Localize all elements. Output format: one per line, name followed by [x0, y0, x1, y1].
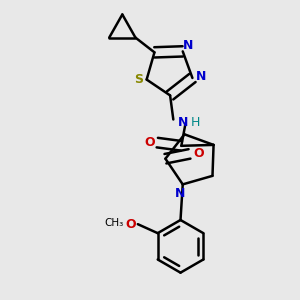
Text: CH₃: CH₃ — [104, 218, 123, 228]
Text: N: N — [183, 39, 194, 52]
Text: N: N — [196, 70, 206, 83]
Text: S: S — [134, 73, 143, 86]
Text: O: O — [125, 218, 136, 231]
Text: N: N — [175, 187, 185, 200]
Text: H: H — [190, 116, 200, 129]
Text: O: O — [144, 136, 154, 149]
Text: O: O — [193, 147, 204, 161]
Text: N: N — [178, 116, 188, 129]
